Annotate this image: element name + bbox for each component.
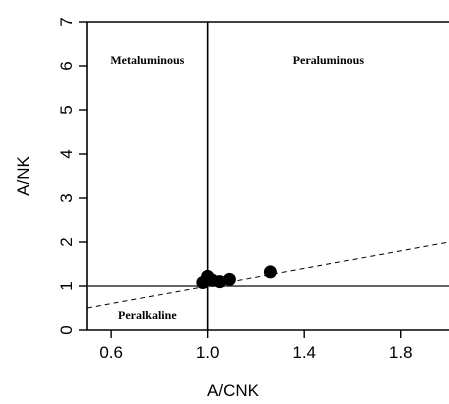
region-label-peralkaline: Peralkaline [118, 308, 177, 322]
region-labels: Metaluminous Peraluminous Peralkaline [110, 53, 364, 322]
x-tick-label: 1.0 [196, 343, 220, 362]
data-point [263, 265, 277, 279]
plot-frame [86, 21, 449, 331]
x-tick-label: 1.8 [389, 343, 413, 362]
region-label-peraluminous: Peraluminous [293, 53, 365, 67]
y-tick-label: 2 [57, 237, 76, 246]
y-tick-label: 1 [57, 281, 76, 290]
x-axis-title: A/CNK [207, 381, 260, 400]
y-axis-title: A/NK [14, 156, 33, 196]
data-points [196, 265, 277, 289]
data-point [222, 272, 236, 286]
y-tick-label: 7 [57, 17, 76, 26]
y-tick-label: 6 [57, 61, 76, 70]
y-tick-label: 3 [57, 193, 76, 202]
y-tick-label: 0 [57, 325, 76, 334]
y-tick-label: 4 [57, 149, 76, 158]
boundary-lines [87, 22, 449, 330]
x-tick-label: 0.6 [99, 343, 123, 362]
x-axis: 0.6 1.0 1.4 1.8 [99, 330, 413, 362]
y-axis: 0 1 2 3 4 5 6 7 [57, 17, 87, 335]
x-tick-label: 1.4 [292, 343, 316, 362]
y-tick-label: 5 [57, 105, 76, 114]
region-label-metaluminous: Metaluminous [110, 53, 184, 67]
